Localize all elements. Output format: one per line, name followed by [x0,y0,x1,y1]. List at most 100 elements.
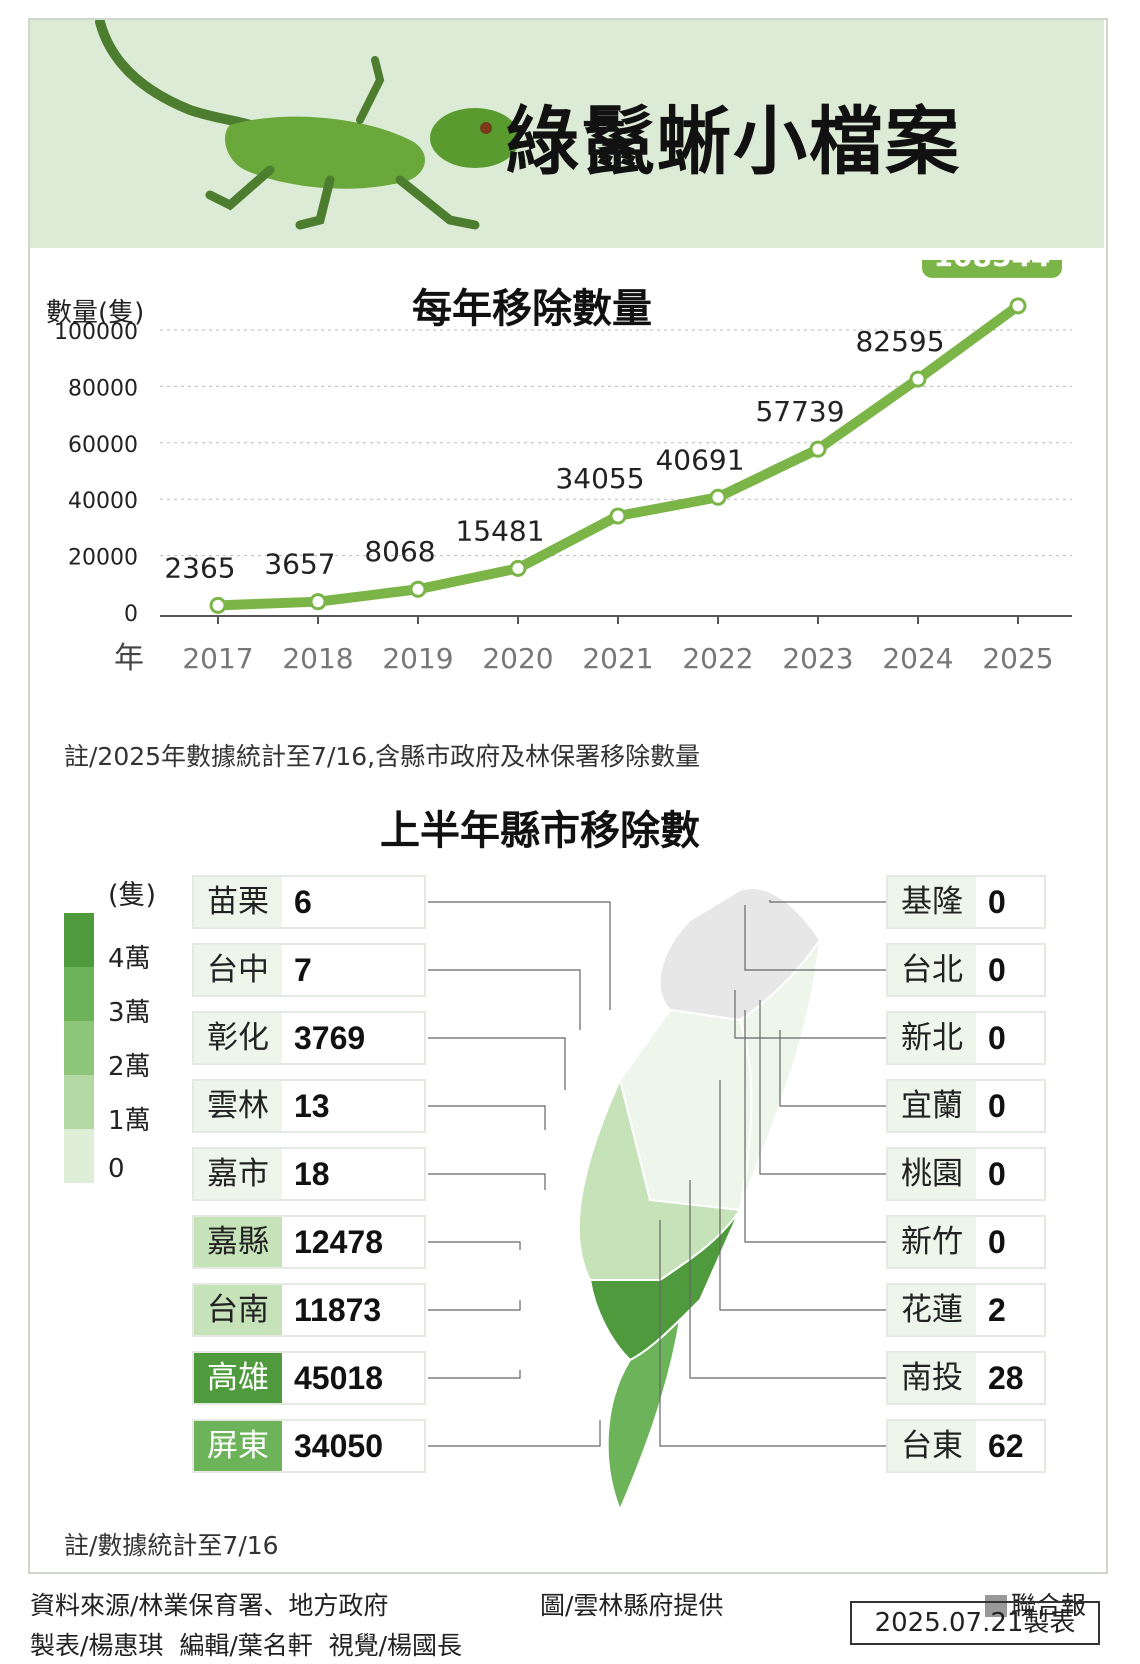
data-point [209,596,227,614]
county-name: 基隆 [888,877,976,927]
x-tick-label: 2022 [682,642,753,675]
county-box-left: 高雄 45018 [192,1351,426,1405]
county-name: 桃園 [888,1149,976,1199]
data-label: 82595 [855,325,944,358]
county-box-right: 花蓮 2 [886,1283,1046,1337]
legend-unit: (隻) [108,880,157,911]
x-tick-label: 2021 [582,642,653,675]
county-box-right: 基隆 0 [886,875,1046,929]
county-value: 0 [988,952,1006,988]
chart-y-axis-label: 數量(隻) [46,298,145,328]
data-point [509,559,527,577]
legend-tick-label: 1萬 [108,1106,151,1136]
county-name: 台南 [194,1285,282,1335]
data-label: 108544 [934,260,1051,273]
county-value: 2 [988,1292,1006,1328]
y-tick-label: 100000 [54,320,138,345]
y-tick-label: 20000 [68,546,138,571]
county-name: 雲林 [194,1081,282,1131]
legend-tick-label: 2萬 [108,1052,151,1082]
county-name: 花蓮 [888,1285,976,1335]
data-point [309,593,327,611]
legend-tick-label: 4萬 [108,944,151,974]
county-box-right: 桃園 0 [886,1147,1046,1201]
data-point [609,507,627,525]
county-value: 7 [294,952,312,988]
county-box-right: 台北 0 [886,943,1046,997]
county-value: 0 [988,1224,1006,1260]
county-name: 苗栗 [194,877,282,927]
county-value: 0 [988,1088,1006,1124]
legend-swatch [64,1021,94,1075]
county-box-right: 新北 0 [886,1011,1046,1065]
map-title: 上半年縣市移除數 [380,808,700,854]
county-box-right: 南投 28 [886,1351,1046,1405]
y-tick-label: 80000 [68,376,138,401]
county-box-right: 台東 62 [886,1419,1046,1473]
map-note: 註/數據統計至7/16 [64,1531,279,1560]
data-label: 3657 [264,548,335,581]
footer-date: 2025.07.21製表 [850,1601,1100,1645]
county-name: 嘉市 [194,1149,282,1199]
county-name: 彰化 [194,1013,282,1063]
publisher-name: 聯合報 [1011,1591,1087,1620]
data-label: 34055 [555,462,644,495]
data-point [909,370,927,388]
data-label-highlight: 108544 [922,260,1062,278]
footer-credits: 製表/楊惠琪 編輯/葉名軒 視覺/楊國長 [30,1631,463,1660]
x-tick-label: 2023 [782,642,853,675]
footer-image-credit: 圖/雲林縣府提供 [540,1591,724,1620]
county-value: 0 [988,884,1006,920]
county-value: 18 [294,1156,330,1192]
county-box-left: 苗栗 6 [192,875,426,929]
iguana-illustration [95,20,520,230]
county-value: 62 [988,1428,1024,1464]
data-label: 2365 [164,551,235,584]
county-name: 新竹 [888,1217,976,1267]
county-box-right: 宜蘭 0 [886,1079,1046,1133]
line-chart: 0 20000 40000 60000 80000 100000 年 2017 2018 201… [54,260,1072,676]
county-name: 高雄 [194,1353,282,1403]
county-name: 嘉縣 [194,1217,282,1267]
data-point [809,440,827,458]
x-tick-label: 2018 [282,642,353,675]
county-value: 0 [988,1020,1006,1056]
county-box-left: 嘉市 18 [192,1147,426,1201]
data-label: 40691 [655,443,744,476]
legend-swatch [64,1129,94,1183]
county-value: 28 [988,1360,1024,1396]
x-tick-label: 2019 [382,642,453,675]
header-banner: 綠鬣蜥小檔案 [30,20,1104,248]
data-label: 8068 [364,535,435,568]
publisher-square-icon [985,1595,1007,1617]
county-value: 12478 [294,1224,383,1260]
data-label: 15481 [455,514,544,547]
x-axis-label: 年 [114,641,144,676]
county-box-left: 屏東 34050 [192,1419,426,1473]
county-value: 0 [988,1156,1006,1192]
footer-publisher: 聯合報 [985,1586,1086,1622]
legend-swatch [64,913,94,967]
county-box-right: 新竹 0 [886,1215,1046,1269]
county-value: 3769 [294,1020,366,1056]
legend-color-bar [64,913,94,1183]
x-tick-label: 2025 [982,642,1053,675]
county-value: 11873 [294,1292,382,1328]
county-name: 新北 [888,1013,976,1063]
main-title: 綠鬣蜥小檔案 [505,99,961,185]
data-point [409,580,427,598]
county-name: 南投 [888,1353,976,1403]
chart-title: 每年移除數量 [412,286,652,332]
footer-source: 資料來源/林業保育署、地方政府 [30,1591,389,1620]
taiwan-map [577,887,822,1513]
y-tick-label: 0 [124,602,138,627]
data-point [1009,297,1027,315]
county-name: 屏東 [194,1421,282,1471]
legend-swatch [64,967,94,1021]
legend-tick-label: 0 [108,1154,125,1184]
chart-note: 註/2025年數據統計至7/16,含縣市政府及林保署移除數量 [64,742,701,771]
county-name: 台北 [888,945,976,995]
legend-swatch [64,1075,94,1129]
county-name: 台東 [888,1421,976,1471]
county-value: 45018 [294,1360,383,1396]
